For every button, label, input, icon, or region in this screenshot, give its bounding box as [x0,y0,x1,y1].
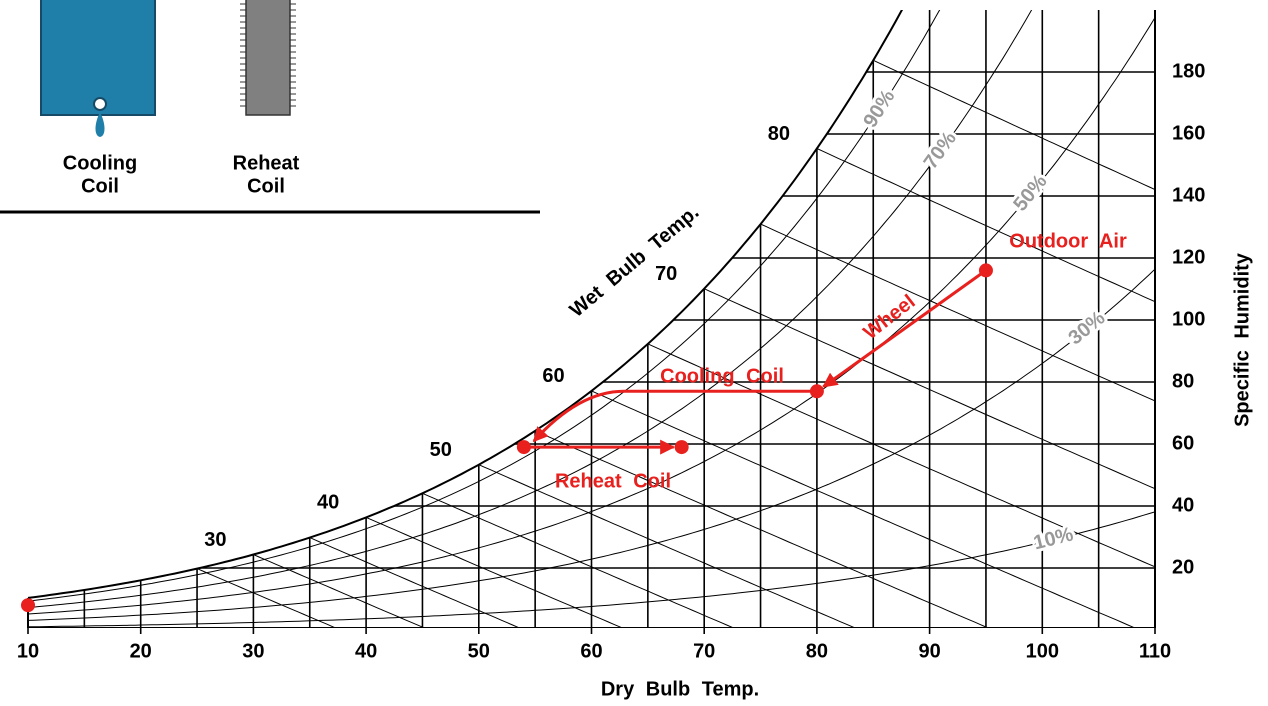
wet-bulb-line [478,464,857,628]
rh-label: 90% [859,86,899,132]
wet-bulb-tick-label: 40 [317,492,339,514]
reheat-fins [240,3,296,107]
rh-line [28,10,941,602]
wet-bulb-line [873,59,1155,190]
wet-bulb-line [365,516,624,628]
wet-bulb-line [196,568,337,628]
reheat-coil-icon [245,0,291,116]
rh-line [28,10,1033,609]
rh-line [28,268,1155,621]
x-tick-label: 100 [1026,640,1059,662]
wet-bulb-line [534,430,990,628]
inset-label: Coil [247,175,285,197]
wet-bulb-line [703,288,1155,490]
annotation: Cooling Coil [660,365,784,387]
condensate-drop [95,112,105,137]
saturation-curve [28,10,904,599]
x-tick-label: 80 [806,640,828,662]
x-tick-label: 60 [580,640,602,662]
y-axis-label: Specific Humidity [1231,252,1253,427]
x-tick-label: 70 [693,640,715,662]
inset-label: Reheat [233,152,300,174]
y-tick-label: 140 [1172,184,1205,206]
wet-bulb-line [816,148,1155,303]
x-tick-label: 20 [130,640,152,662]
x-tick-label: 30 [242,640,264,662]
wet-bulb-line [647,343,1155,568]
overlay: 20 40 60 80 100 120 140 160 180 30 40 50 60 70 80 10% 30… [17,10,1205,662]
x-tick-label: 10 [17,640,39,662]
x-axis-label: Dry Bulb Temp. [601,678,759,700]
y-tick-label: 80 [1172,370,1194,392]
wet-bulb-line [760,223,1155,402]
wet-bulb-tick-label: 80 [768,123,790,145]
wet-bulb-tick-label: 50 [430,439,452,461]
state-point [674,440,689,455]
inset-label: Coil [81,175,119,197]
wet-bulb-line [309,537,521,628]
wheel-arrow [822,269,987,388]
x-tick-label: 50 [468,640,490,662]
y-tick-label: 160 [1172,122,1205,144]
inset: Cooling Coil Reheat Coil [0,0,540,214]
state-point [516,440,531,455]
y-tick-label: 180 [1172,60,1205,82]
state-point [809,384,824,399]
annotation: Wheel [860,291,920,345]
rh-label: 30% [1064,307,1109,350]
rh-line [28,17,1155,615]
inset-label: Cooling [63,152,137,174]
wet-bulb-tick-label: 30 [204,529,226,551]
wet-bulb-label: Wet Bulb Temp. [566,201,704,322]
annotation: Outdoor Air [1009,230,1127,252]
plot-area [28,10,1155,628]
y-tick-label: 100 [1172,308,1205,330]
y-tick-label: 40 [1172,494,1194,516]
drain [93,97,107,111]
y-tick-label: 60 [1172,432,1194,454]
annotation: Reheat Coil [555,470,671,492]
wet-bulb-line [591,390,1137,628]
rh-label: 50% [1009,170,1051,215]
rh-label: 10% [1031,523,1075,554]
wet-bulb-tick-label: 70 [655,263,677,285]
x-tick-label: 110 [1139,640,1171,662]
state-point [21,598,35,613]
y-tick-label: 20 [1172,556,1194,578]
x-tick-label: 40 [355,640,377,662]
state-point [978,263,993,278]
cooling-coil-icon [40,0,156,116]
y-tick-label: 120 [1172,246,1205,268]
x-tick-label: 90 [918,640,940,662]
cooling-coil-arrow [532,389,817,443]
wet-bulb-tick-label: 60 [542,365,564,387]
rh-line [28,511,1155,628]
